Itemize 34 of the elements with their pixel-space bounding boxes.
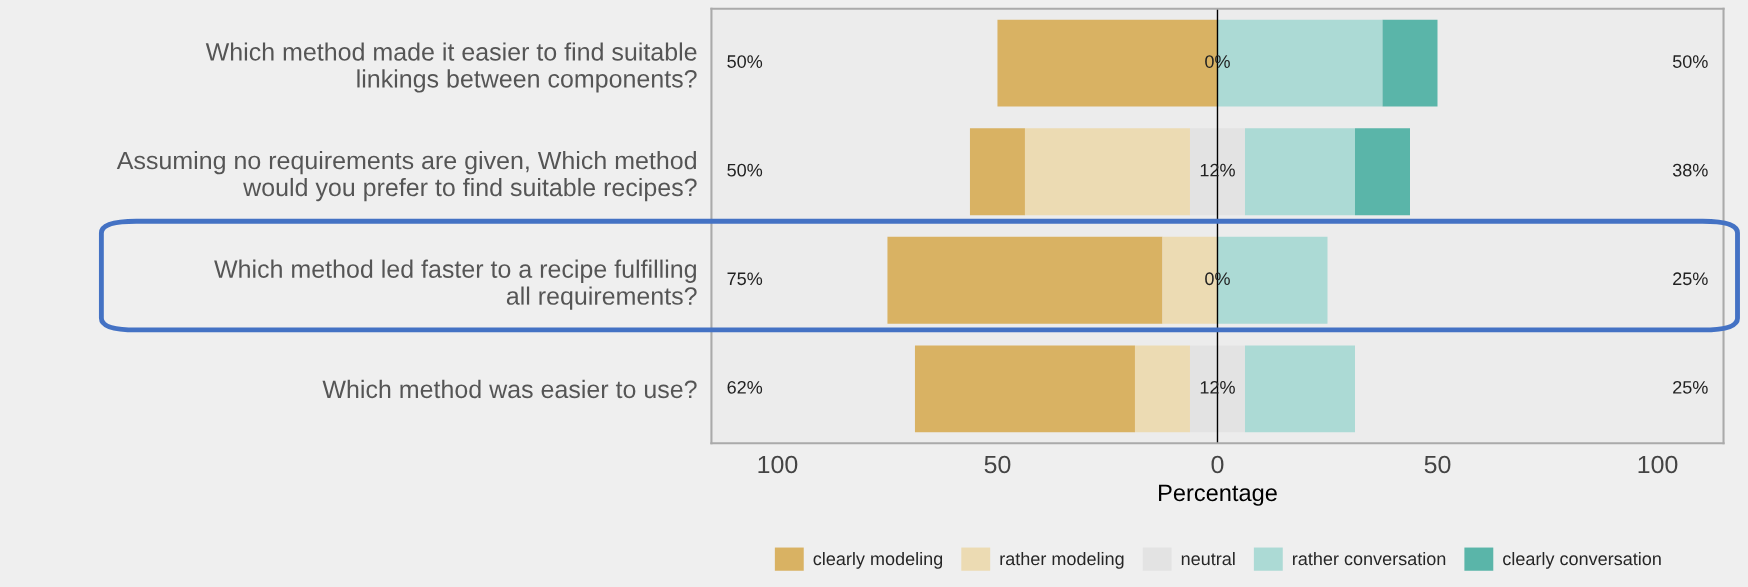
y-tick-label: Which method led faster to a recipe fulfilling all requirements? xyxy=(214,259,697,310)
y-tick-label: Which method was easier to use? xyxy=(322,379,697,399)
legend-label: clearly conversation xyxy=(1503,551,1661,569)
annotation: 25% xyxy=(1673,272,1708,286)
bar xyxy=(1189,128,1245,216)
bar xyxy=(1024,128,1190,216)
x-axis-title: Percentage xyxy=(1159,484,1277,506)
bar xyxy=(1189,345,1245,433)
annotation: 50% xyxy=(727,163,763,177)
x-tick-label: 100 xyxy=(1638,455,1678,474)
y-tick-label: Assuming no requirements are given, Which method would you prefer to find suitable recipes? xyxy=(116,150,697,202)
bar xyxy=(887,236,1163,324)
x-tick-label: 50 xyxy=(984,455,1011,474)
bar xyxy=(1244,128,1355,216)
x-tick-label: 50 xyxy=(1424,455,1451,474)
bar xyxy=(1382,19,1438,107)
legend-label: neutral xyxy=(1181,551,1235,566)
legend-label: rather conversation xyxy=(1292,551,1446,566)
annotation: 50% xyxy=(1672,55,1708,68)
y-tick-label: Which method made it easier to find suitable linkings between components? xyxy=(205,42,697,93)
bar xyxy=(1244,345,1355,433)
legend-label: clearly modeling xyxy=(813,551,943,569)
bar xyxy=(969,128,1025,216)
bar xyxy=(914,345,1135,433)
bar xyxy=(1134,345,1190,433)
legend-label: rather modeling xyxy=(1000,551,1124,569)
x-tick-label: 100 xyxy=(758,455,798,474)
x-tick-label: 0 xyxy=(1211,455,1224,474)
bar xyxy=(1354,128,1410,216)
annotation: 38% xyxy=(1672,163,1708,177)
annotation: 50% xyxy=(727,55,763,68)
annotation: 75% xyxy=(727,272,763,286)
annotation: 25% xyxy=(1673,380,1708,394)
annotation: 62% xyxy=(727,380,763,394)
